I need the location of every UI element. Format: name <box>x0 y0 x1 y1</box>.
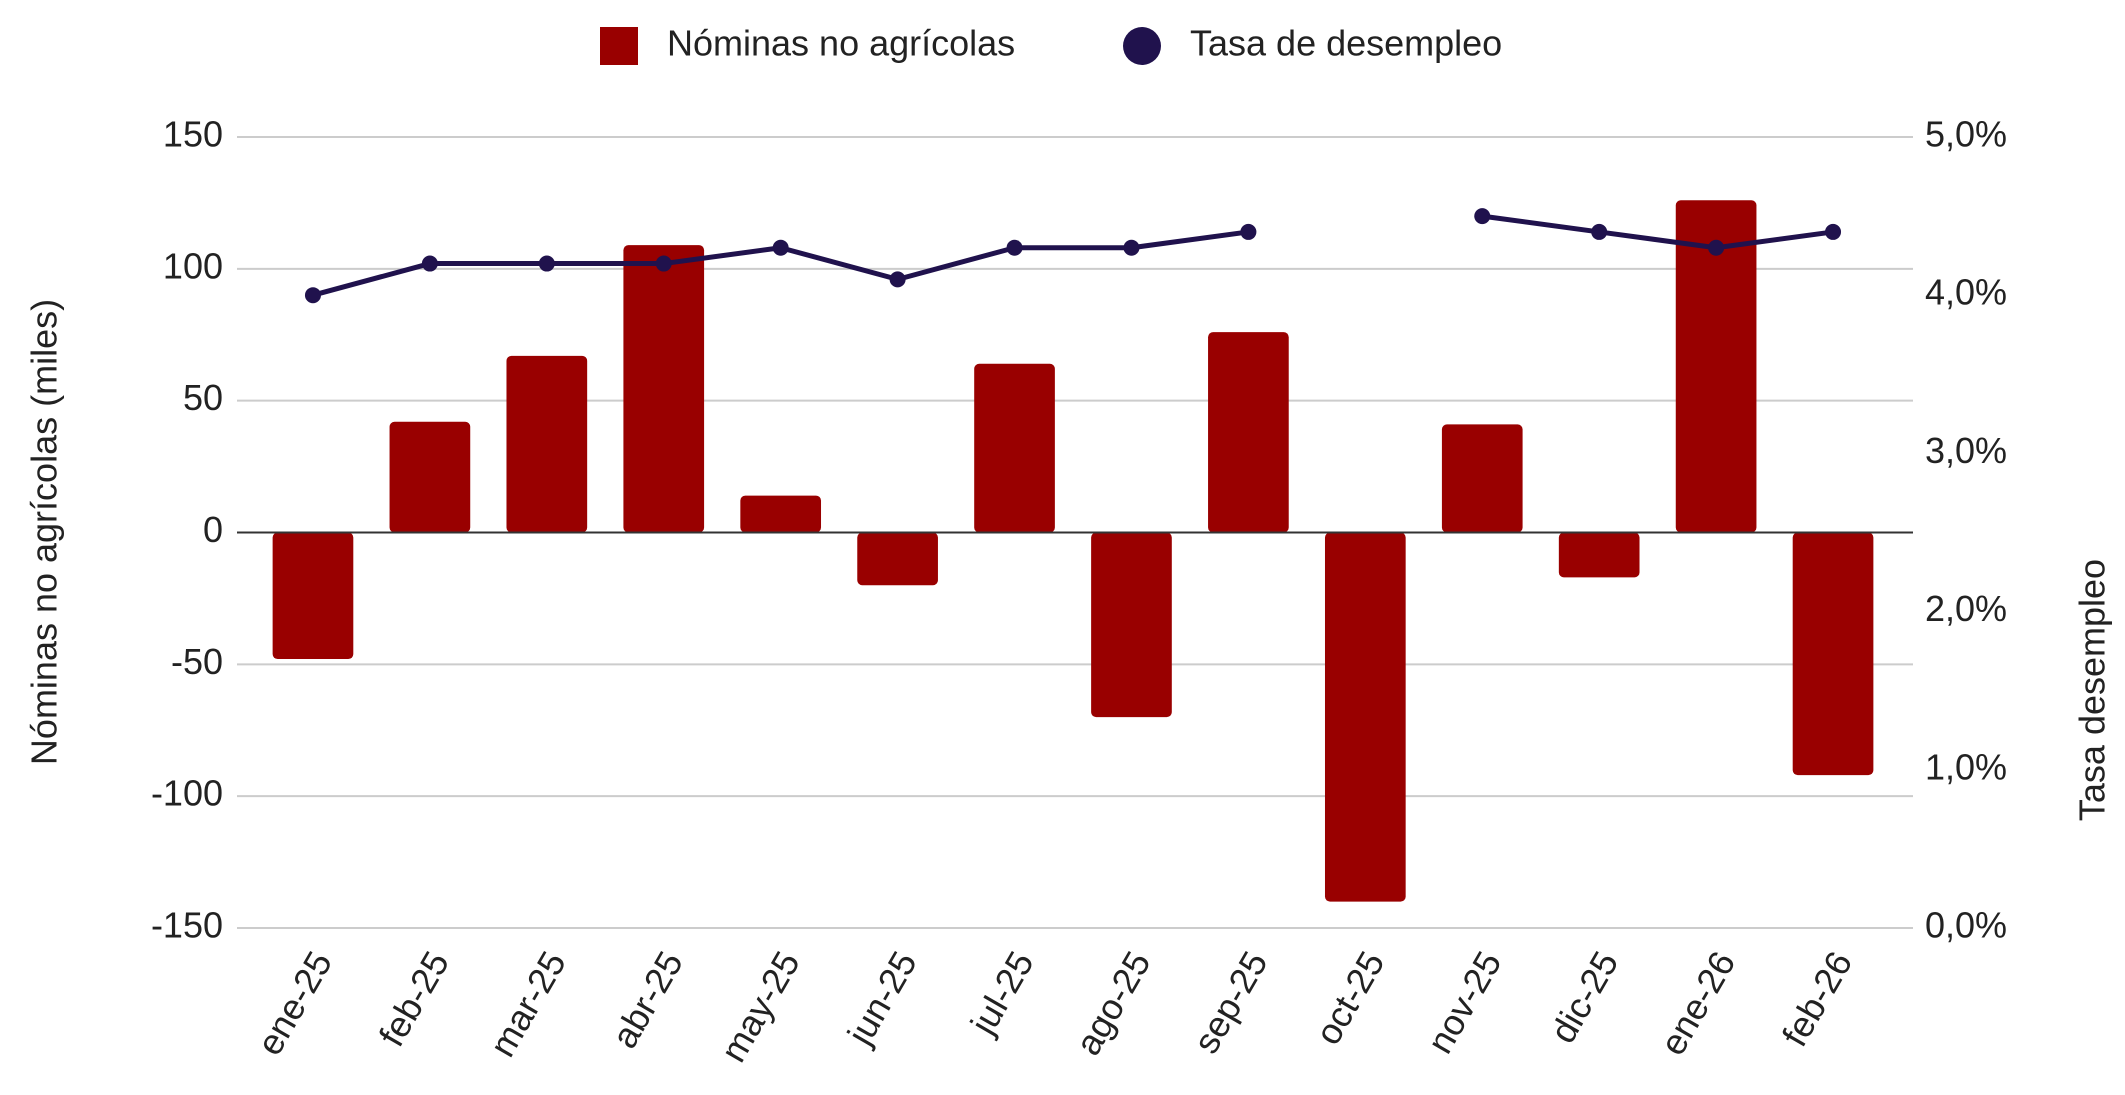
line-point <box>1708 239 1725 256</box>
bar <box>1441 424 1523 533</box>
y2-tick-label: 4,0% <box>1925 272 2007 313</box>
bar <box>740 495 822 533</box>
line-point <box>889 271 906 288</box>
bar <box>506 355 588 533</box>
bar <box>389 421 471 533</box>
y-tick-label: 100 <box>163 245 223 286</box>
x-tick-label: dic-25 <box>1542 944 1627 1049</box>
y2-tick-label: 3,0% <box>1925 430 2007 471</box>
bar <box>1091 532 1172 718</box>
y-axis-label: Nóminas no agrícolas (miles) <box>24 299 65 765</box>
line-point <box>1240 223 1257 240</box>
legend-swatch <box>1123 27 1161 65</box>
line-point <box>421 255 438 272</box>
x-tick-label: nov-25 <box>1419 944 1510 1060</box>
x-tick-label: oct-25 <box>1307 944 1393 1051</box>
y2-tick-label: 2,0% <box>1925 588 2007 629</box>
bar <box>857 532 938 586</box>
y2-tick-label: 1,0% <box>1925 746 2007 787</box>
bar <box>1792 532 1874 776</box>
y-tick-label: 0 <box>203 509 223 550</box>
legend-label: Nóminas no agrícolas <box>667 23 1015 64</box>
x-tick-label: feb-26 <box>1774 944 1861 1053</box>
x-tick-label: ene-25 <box>249 944 341 1062</box>
bar <box>623 245 705 533</box>
x-tick-label: jun-25 <box>839 944 925 1052</box>
y-tick-label: 150 <box>163 114 223 155</box>
x-tick-label: ago-25 <box>1067 944 1159 1062</box>
bar <box>1558 532 1640 578</box>
y-tick-label: -100 <box>151 773 223 814</box>
line-point <box>655 255 672 272</box>
y2-tick-label: 0,0% <box>1925 905 2007 946</box>
legend-label: Tasa de desempleo <box>1190 23 1502 64</box>
y2-axis-label: Tasa desempleo <box>2072 559 2113 821</box>
line-point <box>772 239 789 256</box>
bar <box>272 532 354 660</box>
x-tick-label: jul-25 <box>962 944 1042 1042</box>
line-point <box>1474 208 1491 225</box>
bar <box>1324 532 1406 902</box>
x-tick-label: may-25 <box>712 944 808 1068</box>
x-tick-label: abr-25 <box>603 944 691 1055</box>
y-tick-label: 50 <box>183 377 223 418</box>
line-point <box>1006 239 1023 256</box>
legend-swatch <box>600 27 638 65</box>
x-tick-label: feb-25 <box>371 944 458 1053</box>
x-tick-label: sep-25 <box>1185 944 1276 1060</box>
y2-tick-label: 5,0% <box>1925 114 2007 155</box>
y-tick-label: -50 <box>171 641 223 682</box>
x-tick-label: mar-25 <box>481 944 574 1063</box>
bar <box>1675 200 1757 533</box>
line-point <box>538 255 555 272</box>
bar <box>974 363 1055 533</box>
line-point <box>1591 223 1608 240</box>
line-point <box>304 287 321 304</box>
line-point <box>1825 223 1842 240</box>
line-point <box>1123 239 1140 256</box>
y-tick-label: -150 <box>151 905 223 946</box>
x-tick-label: ene-26 <box>1652 944 1744 1062</box>
bar <box>1208 332 1289 533</box>
